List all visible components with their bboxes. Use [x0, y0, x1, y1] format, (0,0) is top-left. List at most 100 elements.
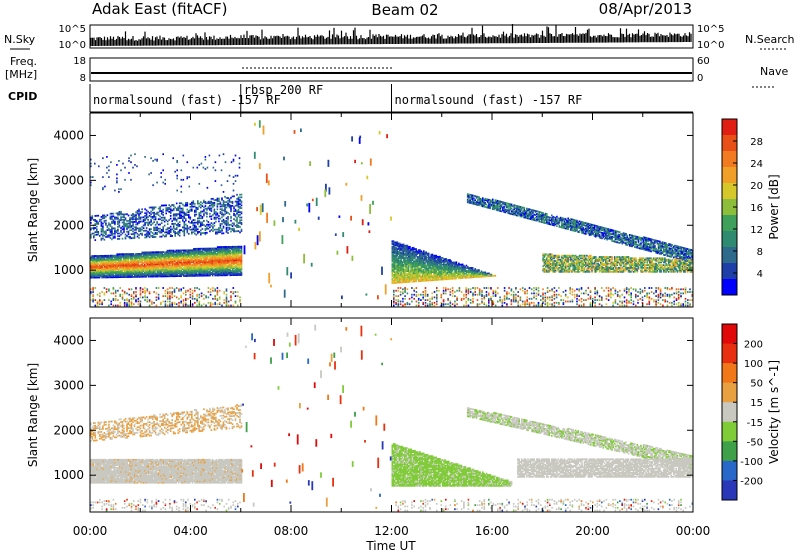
power-upper-mark	[144, 208, 146, 210]
power-upper-mark	[181, 214, 183, 216]
power-noise-mark	[506, 291, 508, 293]
power-noise-mark	[484, 287, 486, 289]
power-noise-mark	[104, 287, 106, 289]
power-upper-mark	[146, 227, 148, 229]
power-noise-mark	[465, 297, 467, 299]
power-upper-mark	[241, 222, 243, 224]
power-upper-mark	[221, 204, 223, 206]
power-upper-mark	[221, 220, 223, 222]
power-noise-mark	[178, 302, 180, 304]
power-noise-mark	[147, 299, 149, 301]
power-noise-mark	[413, 298, 415, 300]
power-upper-mark	[191, 202, 193, 204]
power-upper-mark	[119, 211, 121, 213]
power-noise-mark	[624, 305, 626, 307]
power-noise-mark	[205, 305, 207, 307]
power-noise-mark	[228, 305, 230, 307]
power-noise-mark	[542, 301, 544, 303]
power-upper-mark	[149, 236, 151, 238]
power-noise-mark	[678, 288, 680, 290]
power-noise-mark	[183, 293, 185, 295]
power-sparse-mark	[150, 157, 152, 159]
power-upper-mark	[238, 214, 240, 216]
power-noise-mark	[630, 299, 632, 301]
power-upper-mark	[197, 218, 199, 220]
power-noise-mark	[201, 295, 203, 297]
power-noise-mark	[626, 287, 628, 289]
power-upper-mark	[239, 219, 241, 221]
power-sparse-mark	[176, 169, 178, 171]
power-noise-mark	[578, 295, 580, 297]
power-sparse-mark	[102, 157, 104, 159]
power-upper-mark	[215, 221, 217, 223]
power-noise-mark	[678, 294, 680, 296]
power-upper-mark	[126, 213, 128, 215]
power-upper-mark	[110, 234, 112, 236]
power-upper-mark	[134, 232, 136, 234]
power-noise-mark	[395, 290, 397, 292]
power-noise-mark	[678, 305, 680, 307]
power-noise-mark	[630, 287, 632, 289]
power-upper-mark	[200, 222, 202, 224]
power-noise-mark	[662, 305, 664, 307]
power-noise-mark	[422, 297, 424, 299]
power-upper-mark	[193, 200, 195, 202]
power-upper-mark	[230, 216, 232, 218]
power-noise-mark	[576, 301, 578, 303]
power-upper-mark	[167, 207, 169, 209]
power-upper-mark	[152, 232, 154, 234]
power-noise-mark	[223, 302, 225, 304]
power-upper-mark	[218, 227, 220, 229]
power-sparse-mark	[213, 167, 215, 169]
power-noise-mark	[400, 301, 402, 303]
power-noise-mark	[92, 287, 94, 289]
power-upper-mark	[202, 203, 204, 205]
power-noise-mark	[119, 305, 121, 307]
power-upper-mark	[202, 228, 204, 230]
power-noise-mark	[418, 294, 420, 296]
power-band-mark	[241, 271, 243, 273]
power-noise-mark	[128, 294, 130, 296]
power-upper-mark	[159, 224, 161, 226]
power-upper-mark	[161, 220, 163, 222]
power-noise-mark	[142, 291, 144, 293]
power-noise-mark	[574, 297, 576, 299]
power-upper-mark	[171, 220, 173, 222]
power-noise-mark	[472, 293, 474, 295]
power-upper-mark	[107, 214, 109, 216]
power-noise-mark	[180, 288, 182, 290]
power-noise-mark	[522, 287, 524, 289]
power-upper-mark	[200, 201, 202, 203]
power-upper-mark	[230, 197, 232, 199]
power-rbsp-mark	[370, 159, 372, 166]
power-noise-mark	[133, 297, 135, 299]
power-rbsp-mark	[381, 267, 383, 275]
power-upper-mark	[107, 229, 109, 231]
power-upper-mark	[212, 202, 214, 204]
power-upper-mark	[230, 224, 232, 226]
power-sparse-mark	[94, 163, 96, 165]
power-upper-mark	[177, 207, 179, 209]
power-upper-mark	[223, 219, 225, 221]
power-noise-mark	[531, 302, 533, 304]
power-upper-mark	[194, 219, 196, 221]
power-noise-mark	[409, 298, 411, 300]
power-rbsp-mark	[359, 137, 361, 144]
power-noise-mark	[531, 288, 533, 290]
power-noise-mark	[104, 299, 106, 301]
power-noise-mark	[210, 291, 212, 293]
power-noise-mark	[504, 302, 506, 304]
power-upper-mark	[235, 214, 237, 216]
power-noise-mark	[126, 293, 128, 295]
power-sparse-mark	[120, 169, 122, 171]
power-noise-mark	[416, 294, 418, 296]
power-upper-mark	[211, 216, 213, 218]
power-rbsp-mark	[283, 157, 285, 161]
power-noise-mark	[644, 295, 646, 297]
power-noise-mark	[106, 288, 108, 290]
power-noise-mark	[536, 293, 538, 295]
power-upper-mark	[173, 223, 175, 225]
power-upper-mark	[93, 233, 95, 235]
power-noise-mark	[533, 287, 535, 289]
power-sparse-mark	[174, 171, 176, 173]
